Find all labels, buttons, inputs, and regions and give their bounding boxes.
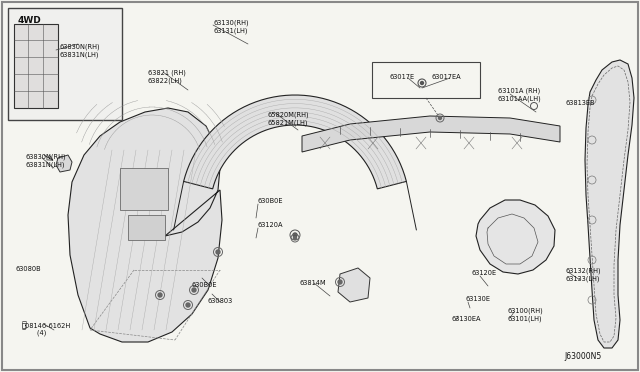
Text: 63120E: 63120E [472,270,497,276]
Text: 63017EA: 63017EA [432,74,461,80]
Circle shape [186,303,190,307]
Text: 630803: 630803 [208,298,233,304]
Text: 65820M(RH)
65821M(LH): 65820M(RH) 65821M(LH) [268,112,310,126]
Circle shape [192,288,196,292]
Polygon shape [120,168,168,210]
Text: J63000N5: J63000N5 [564,352,601,361]
Polygon shape [585,60,634,348]
Polygon shape [56,155,72,172]
Text: 63132(RH)
63133(LH): 63132(RH) 63133(LH) [566,268,602,282]
Polygon shape [302,116,560,152]
Text: 63130E: 63130E [466,296,491,302]
Polygon shape [476,200,555,274]
Text: 63830N(RH)
63831N(LH): 63830N(RH) 63831N(LH) [60,44,100,58]
Circle shape [420,81,424,84]
Polygon shape [338,268,370,302]
Text: Ⓑ: Ⓑ [22,320,27,329]
Text: 63830N(RH)
63831N(LH): 63830N(RH) 63831N(LH) [26,154,67,168]
Text: 4WD: 4WD [18,16,42,25]
Text: 63814M: 63814M [300,280,326,286]
Text: 63821 (RH)
63822(LH): 63821 (RH) 63822(LH) [148,70,186,84]
Text: 630B0E: 630B0E [192,282,218,288]
Text: 63017E: 63017E [390,74,415,80]
Text: 63813EB: 63813EB [566,100,595,106]
Bar [372,62,480,98]
Text: 63101A (RH)
63101AA(LH): 63101A (RH) 63101AA(LH) [498,88,541,102]
Polygon shape [128,215,165,240]
Text: 63120A: 63120A [258,222,284,228]
Circle shape [438,116,442,119]
Bar [8,8,122,120]
Text: 63080B: 63080B [16,266,42,272]
Polygon shape [68,108,222,342]
Polygon shape [14,24,58,108]
Circle shape [294,237,296,240]
Circle shape [216,250,220,254]
Circle shape [158,293,162,297]
Circle shape [293,233,297,237]
Text: 63130EA: 63130EA [452,316,481,322]
Circle shape [338,280,342,284]
Text: Ⓒ08146-6162H
       (4): Ⓒ08146-6162H (4) [22,322,71,336]
Text: 63100(RH)
63101(LH): 63100(RH) 63101(LH) [508,308,544,322]
Text: 63130(RH)
63131(LH): 63130(RH) 63131(LH) [213,20,248,34]
Polygon shape [184,95,406,189]
Text: 630B0E: 630B0E [258,198,284,204]
